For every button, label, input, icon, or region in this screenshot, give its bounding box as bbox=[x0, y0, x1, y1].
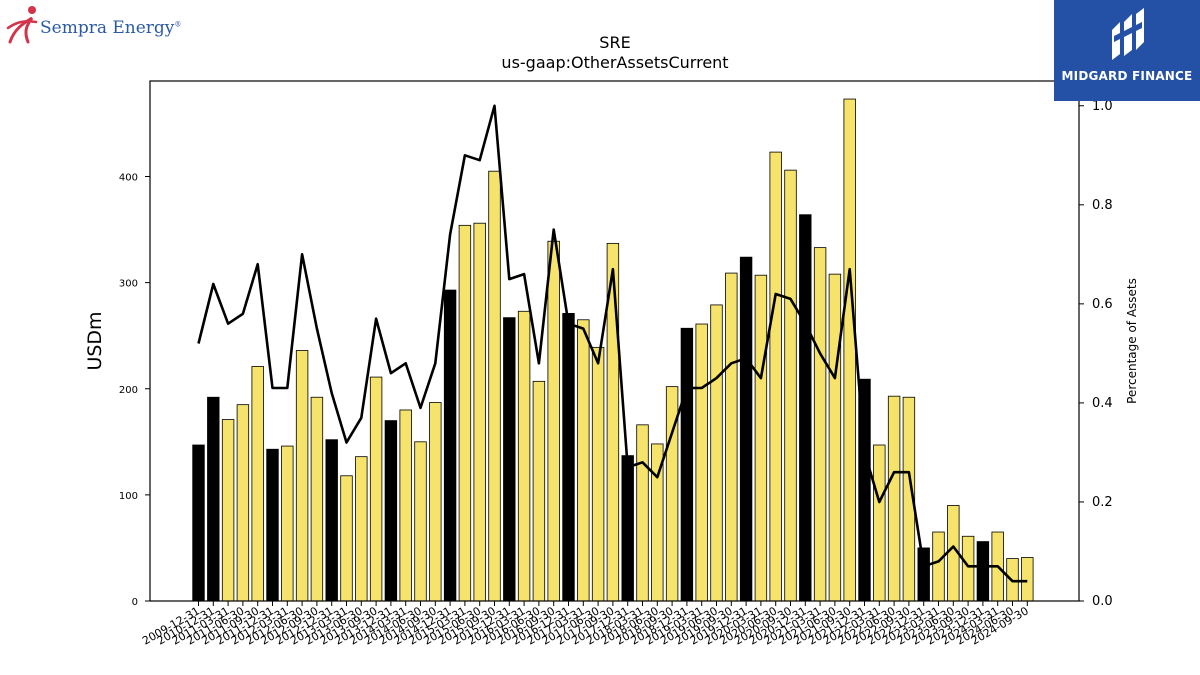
y2-axis-label: Percentage of Assets bbox=[1125, 278, 1139, 404]
bar-2011-12-31 bbox=[266, 448, 279, 602]
bar-2022-03-31 bbox=[873, 444, 886, 602]
bar-2010-12-31 bbox=[207, 396, 220, 602]
bar-2023-03-31 bbox=[932, 531, 945, 602]
bar-2017-12-31 bbox=[621, 455, 634, 602]
bar-2013-12-31 bbox=[384, 420, 398, 602]
bar-2012-03-31 bbox=[281, 445, 294, 602]
bar-2013-03-31 bbox=[340, 475, 353, 602]
y2-tick-label: 0.4 bbox=[1092, 396, 1113, 411]
y-tick-label: 400 bbox=[119, 173, 138, 184]
bar-2024-09-30 bbox=[1021, 557, 1034, 602]
bar-2011-03-31 bbox=[221, 419, 235, 602]
bar-2014-09-30 bbox=[429, 402, 442, 602]
bar-2019-06-30 bbox=[710, 304, 723, 602]
bar-2018-03-31 bbox=[636, 424, 649, 602]
bar-2012-12-31 bbox=[325, 439, 338, 602]
y2-tick-label: 0.6 bbox=[1092, 297, 1113, 312]
sempra-logo-text: Sempra Energy bbox=[40, 18, 175, 38]
y-tick-label: 0 bbox=[132, 597, 138, 608]
bar-2012-09-30 bbox=[310, 396, 324, 602]
bar-2015-06-30 bbox=[473, 222, 486, 602]
bar-2018-12-31 bbox=[680, 327, 694, 602]
percentage-line bbox=[197, 104, 1028, 583]
bar-2023-09-30 bbox=[961, 535, 975, 602]
bar-2020-09-30 bbox=[784, 169, 797, 602]
line-series bbox=[197, 104, 1028, 583]
y2-tick-label: 0.2 bbox=[1092, 495, 1113, 510]
bar-2023-12-31 bbox=[976, 541, 990, 602]
midgard-finance-text: MIDGARD FINANCE bbox=[1061, 69, 1193, 83]
chart-subtitle: us-gaap:OtherAssetsCurrent bbox=[501, 53, 728, 72]
bar-2017-06-30 bbox=[591, 346, 605, 602]
axes: 01002003004000.00.20.40.60.81.02009-12-3… bbox=[119, 80, 1113, 648]
registered-mark: ® bbox=[174, 20, 182, 29]
bar-2016-09-30 bbox=[547, 240, 560, 602]
bar-2021-06-30 bbox=[828, 273, 842, 602]
bar-2015-03-31 bbox=[458, 224, 472, 602]
y-tick-label: 300 bbox=[119, 279, 138, 290]
y-tick-label: 100 bbox=[119, 491, 138, 502]
bar-2011-09-30 bbox=[251, 366, 264, 602]
y2-tick-label: 1.0 bbox=[1092, 99, 1113, 114]
sempra-figure-icon bbox=[6, 6, 38, 44]
y2-tick-label: 0.8 bbox=[1092, 198, 1113, 213]
midgard-finance-logo: MIDGARD FINANCE bbox=[1054, 0, 1200, 101]
bar-2019-12-31 bbox=[739, 256, 753, 602]
bar-2016-03-31 bbox=[517, 310, 531, 602]
bar-2011-06-30 bbox=[236, 404, 250, 602]
bar-2020-06-30 bbox=[769, 151, 782, 602]
bar-2015-09-30 bbox=[488, 170, 501, 602]
bar-2016-12-31 bbox=[562, 313, 575, 602]
bar-2021-09-30 bbox=[843, 98, 856, 602]
bar-2016-06-30 bbox=[532, 380, 546, 602]
bar-2021-03-31 bbox=[813, 247, 827, 602]
bar-2012-06-30 bbox=[295, 350, 309, 602]
bar-2022-06-30 bbox=[887, 395, 901, 602]
bar-2015-12-31 bbox=[503, 317, 516, 602]
bar-2014-12-31 bbox=[443, 289, 457, 602]
bar-2020-03-31 bbox=[754, 274, 768, 602]
midgard-m-icon bbox=[1112, 8, 1144, 60]
bar-2019-09-30 bbox=[725, 272, 738, 602]
chart-title: SRE bbox=[599, 33, 630, 52]
bar-series bbox=[192, 98, 1034, 602]
bar-2013-06-30 bbox=[355, 456, 368, 602]
sempra-logo: Sempra Energy® bbox=[4, 4, 181, 46]
bar-2009-12-31 bbox=[192, 444, 205, 602]
y-axis-label: USDm bbox=[84, 311, 106, 370]
plot-frame bbox=[149, 80, 1080, 602]
bar-2014-03-31 bbox=[399, 409, 412, 602]
y2-tick-label: 0.0 bbox=[1092, 594, 1113, 609]
y-tick-label: 200 bbox=[119, 385, 138, 396]
bar-2017-03-31 bbox=[577, 319, 590, 602]
bar-2014-06-30 bbox=[414, 441, 427, 602]
bar-2022-12-31 bbox=[917, 547, 930, 602]
bar-2013-09-30 bbox=[369, 376, 383, 602]
bar-2020-12-31 bbox=[799, 214, 812, 602]
bar-2019-03-31 bbox=[695, 323, 708, 602]
